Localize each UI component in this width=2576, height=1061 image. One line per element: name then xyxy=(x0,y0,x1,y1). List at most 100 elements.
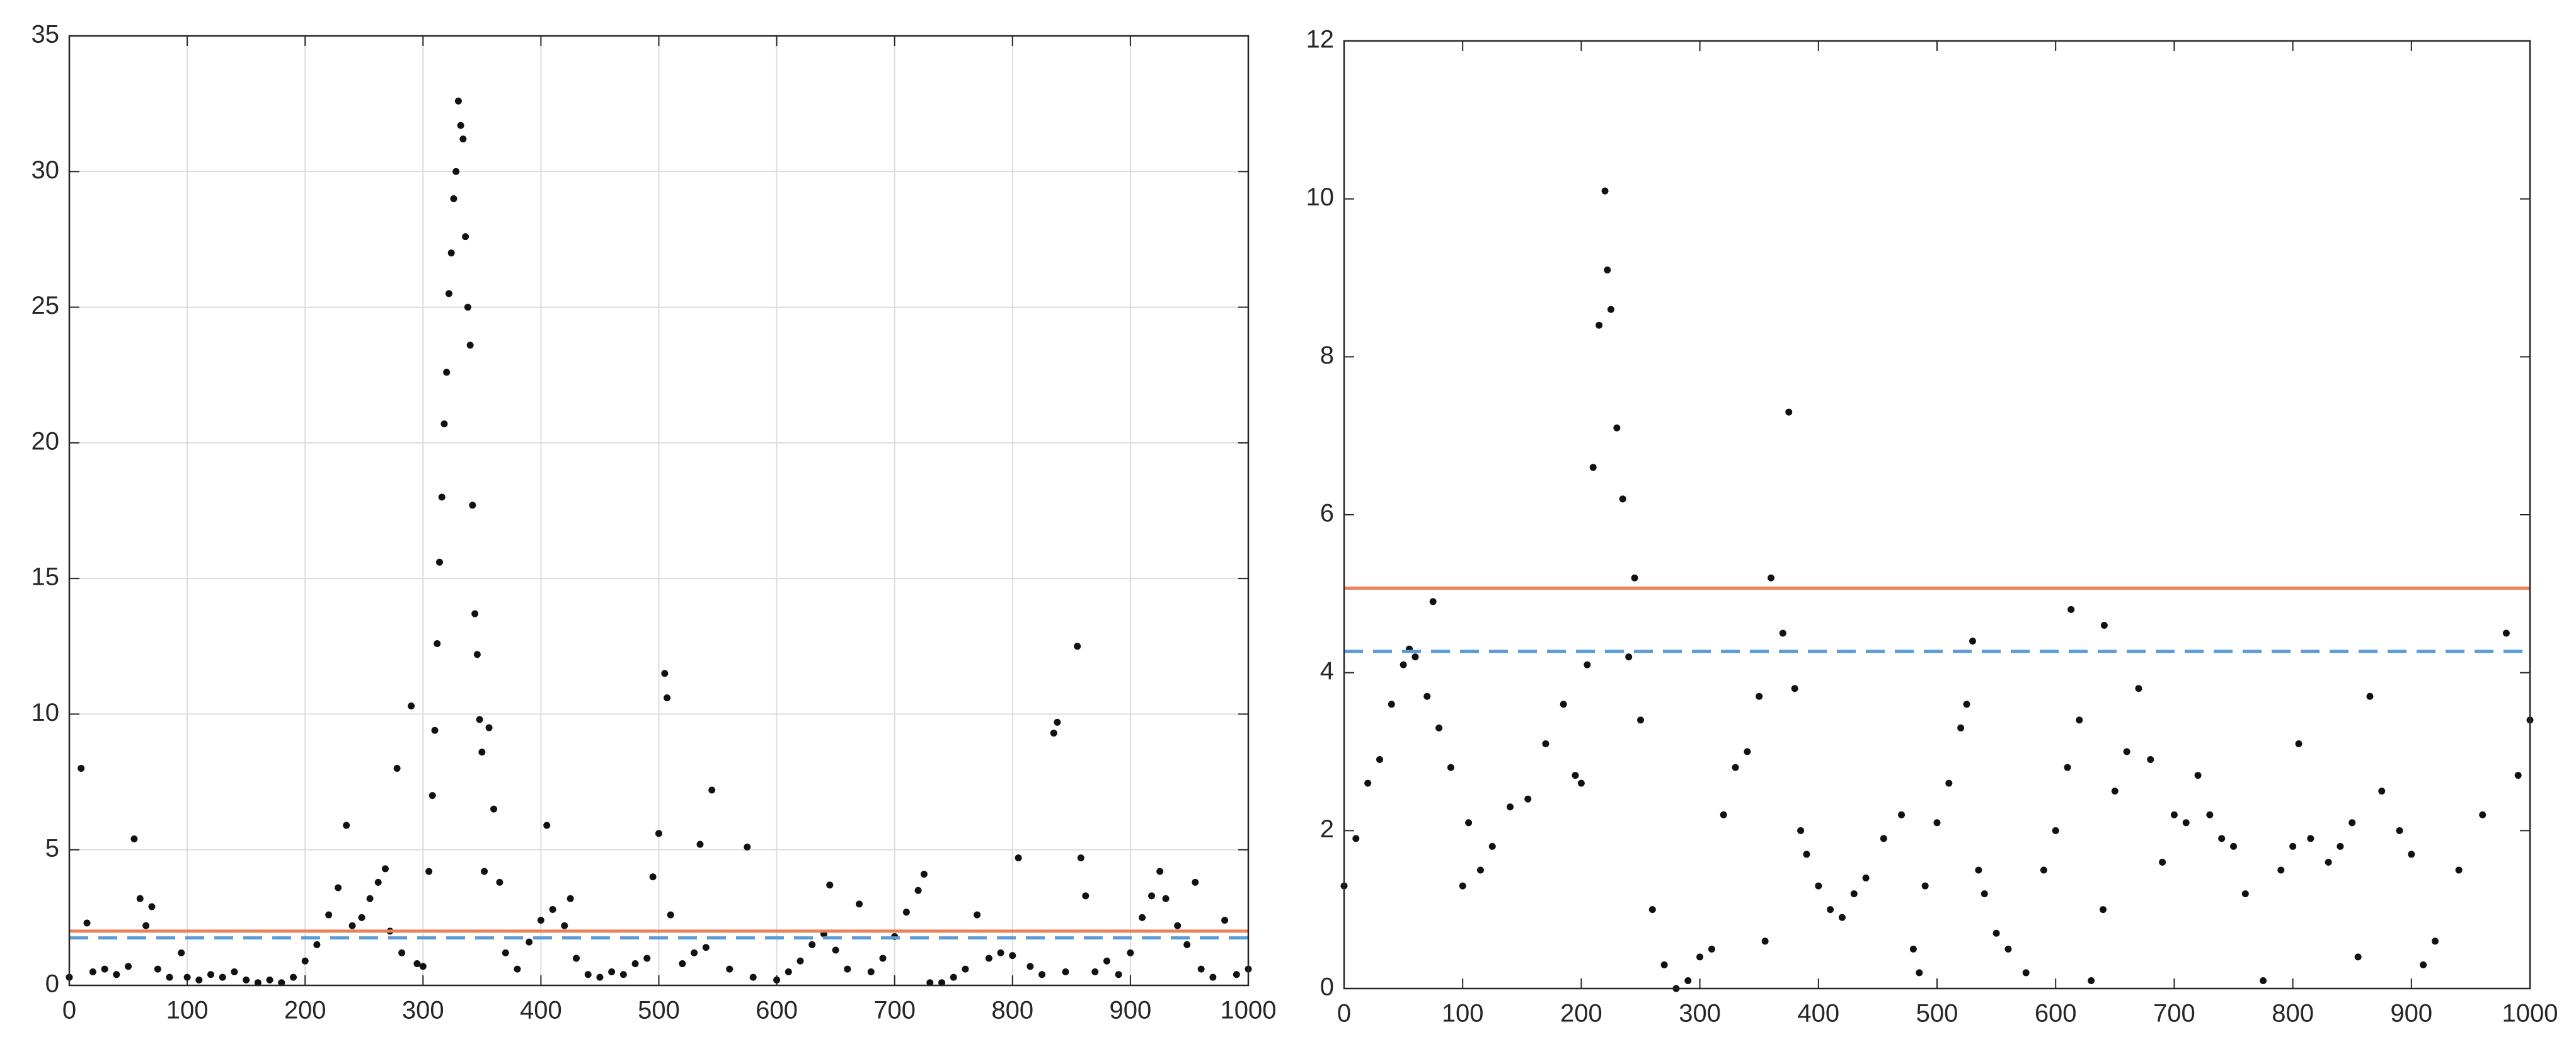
point xyxy=(1992,929,2000,937)
point xyxy=(619,971,627,978)
point xyxy=(195,976,203,984)
point xyxy=(425,868,433,875)
point xyxy=(1352,835,1360,842)
point xyxy=(2337,842,2344,850)
x-tick-label: 1000 xyxy=(1221,997,1277,1024)
point xyxy=(254,979,262,987)
point xyxy=(393,765,401,772)
point xyxy=(655,830,662,837)
x-tick-label: 100 xyxy=(1442,1000,1484,1028)
point xyxy=(219,973,226,981)
point xyxy=(1607,306,1614,313)
point xyxy=(1050,730,1057,737)
point xyxy=(313,941,321,948)
point xyxy=(435,558,443,566)
point xyxy=(2088,977,2095,984)
point xyxy=(447,249,455,256)
point xyxy=(1619,495,1626,503)
point xyxy=(1026,963,1034,970)
point xyxy=(496,878,503,886)
point xyxy=(744,843,751,851)
point xyxy=(343,822,350,829)
point xyxy=(2289,842,2297,850)
point xyxy=(1601,187,1609,195)
point xyxy=(243,976,250,984)
point xyxy=(452,168,460,175)
point xyxy=(2260,977,2267,984)
point xyxy=(148,903,156,910)
point xyxy=(2064,764,2071,771)
point xyxy=(459,135,467,143)
axes-frame xyxy=(1343,40,2531,990)
point xyxy=(1476,866,1484,874)
point xyxy=(2514,772,2522,779)
y-tick-label: 15 xyxy=(32,563,60,591)
point xyxy=(879,955,887,962)
point xyxy=(2194,772,2202,779)
point xyxy=(464,304,471,311)
point xyxy=(466,341,474,349)
point xyxy=(1779,629,1786,637)
point xyxy=(325,911,333,919)
x-tick-label: 1000 xyxy=(2502,1000,2558,1028)
point xyxy=(2067,605,2075,613)
point xyxy=(856,900,863,908)
point xyxy=(938,979,946,987)
point xyxy=(183,973,191,981)
x-tick-label: 300 xyxy=(402,997,444,1024)
point xyxy=(2479,811,2487,818)
point xyxy=(1221,917,1229,924)
point xyxy=(661,670,669,677)
point xyxy=(2022,969,2030,977)
point xyxy=(398,949,406,956)
point xyxy=(1364,779,1372,787)
point xyxy=(867,968,875,975)
x-tick-label: 900 xyxy=(2390,1000,2432,1028)
point xyxy=(485,724,493,731)
point xyxy=(1062,968,1069,975)
point xyxy=(478,748,486,756)
point xyxy=(2408,851,2415,858)
point xyxy=(1209,973,1217,981)
point xyxy=(649,873,657,881)
plot-area xyxy=(1344,41,2530,989)
point xyxy=(1909,945,1917,953)
point xyxy=(469,502,476,509)
point xyxy=(2099,906,2107,914)
point xyxy=(1963,701,1970,708)
point xyxy=(1791,685,1798,692)
point xyxy=(1174,922,1182,929)
point xyxy=(2325,858,2332,866)
point xyxy=(2378,788,2386,795)
point xyxy=(2004,945,2012,953)
point xyxy=(1115,971,1122,978)
point xyxy=(1423,692,1431,700)
point xyxy=(408,703,415,710)
point xyxy=(1465,819,1473,827)
point xyxy=(1981,890,1988,898)
x-tick-label: 800 xyxy=(991,997,1033,1024)
point xyxy=(2502,629,2510,637)
point xyxy=(462,233,469,241)
point xyxy=(419,963,427,970)
point xyxy=(2135,685,2142,692)
point xyxy=(2277,866,2285,874)
point xyxy=(2420,961,2427,968)
y-tick-label: 0 xyxy=(1320,973,1334,1001)
point xyxy=(926,979,934,987)
point xyxy=(1376,756,1383,764)
point xyxy=(832,946,839,954)
x-tick-label: 500 xyxy=(638,997,680,1024)
point xyxy=(1916,969,1923,977)
point xyxy=(89,968,96,975)
point xyxy=(445,290,452,297)
point xyxy=(428,792,436,800)
point xyxy=(514,965,521,973)
point xyxy=(691,949,698,956)
point xyxy=(2147,756,2154,764)
y-tick-label: 20 xyxy=(32,427,60,455)
point xyxy=(2307,835,2314,842)
point xyxy=(443,369,451,376)
point xyxy=(440,420,448,428)
